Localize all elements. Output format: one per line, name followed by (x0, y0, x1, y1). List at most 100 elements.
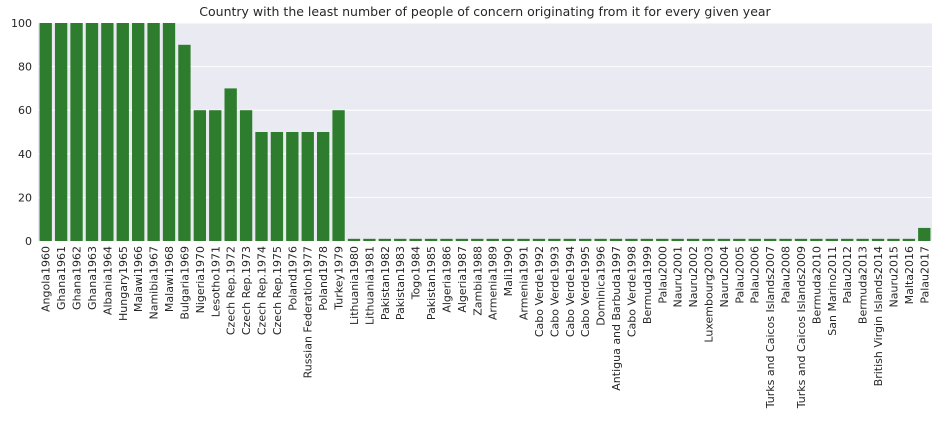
x-tick-label: Bermuda1999 (641, 246, 654, 324)
bar (794, 238, 808, 241)
bar (856, 238, 869, 241)
x-tick-label: Nauru2002 (687, 246, 700, 307)
x-tick-label: Pakistan1982 (379, 246, 392, 320)
bar (887, 238, 900, 241)
bar (640, 238, 654, 241)
bar (609, 238, 623, 241)
x-tick-label: Turkey1979 (333, 246, 346, 311)
x-tick-label: Ghana1961 (55, 246, 68, 310)
x-tick-label: Pakistan1985 (425, 246, 438, 320)
x-tick-label: Nauru2001 (672, 246, 685, 307)
y-axis-ticks: 0 20 40 60 80 100 (11, 17, 32, 248)
bar (239, 110, 253, 241)
x-tick-label: Namibia1967 (148, 246, 161, 320)
x-tick-label: Turks and Caicos Islands2009 (795, 246, 808, 409)
bar (579, 238, 592, 241)
x-tick-label: San Marino2011 (826, 246, 839, 336)
x-tick-label: Cabo Verde1992 (533, 246, 546, 337)
bar (563, 238, 576, 241)
x-tick-label: Poland1978 (317, 246, 330, 311)
bar (270, 132, 284, 241)
x-tick-label: Cabo Verde1995 (579, 246, 592, 337)
y-tick-label: 40 (18, 148, 32, 161)
y-tick-label: 20 (18, 191, 32, 204)
x-tick-label: Dominica1996 (595, 246, 608, 326)
x-tick-label: Ghana1963 (86, 246, 99, 310)
bar (85, 23, 99, 241)
x-tick-label: Malawi1966 (132, 246, 145, 312)
chart-title: Country with the least number of people … (199, 4, 771, 19)
bar (686, 238, 700, 241)
x-tick-label: Poland1976 (286, 246, 299, 311)
bar (748, 238, 761, 241)
bar (440, 238, 453, 241)
x-tick-label: Togo1984 (410, 246, 423, 300)
x-tick-label: British Virgin Islands2014 (872, 246, 885, 386)
bar (132, 23, 145, 241)
x-tick-label: Palau2008 (780, 246, 793, 304)
bar (517, 238, 530, 241)
bar (224, 88, 237, 242)
bar (825, 238, 838, 241)
bar (347, 238, 361, 241)
bar (394, 238, 407, 241)
bar (501, 238, 515, 241)
bar (101, 23, 114, 241)
x-tick-label: Luxembourg2003 (703, 246, 716, 343)
bar (424, 238, 438, 241)
x-tick-label: Bulgaria1969 (178, 246, 191, 320)
x-tick-label: Nauru2015 (887, 246, 900, 307)
x-tick-label: Hungary1965 (117, 246, 130, 321)
bar (810, 238, 823, 241)
x-tick-label: Bermuda2013 (857, 246, 870, 324)
bar (116, 23, 129, 241)
bar (471, 238, 484, 241)
bar (378, 238, 391, 241)
x-tick-label: Mali1990 (502, 246, 515, 296)
bar (733, 238, 746, 241)
x-tick-label: Lesotho1971 (209, 246, 222, 317)
x-tick-label: Zambia1988 (471, 246, 484, 316)
bar (286, 132, 299, 241)
x-tick-label: Malta2016 (903, 246, 916, 304)
x-tick-label: Algeria1987 (456, 246, 469, 313)
x-axis-ticks: Angola1960 Ghana1961 Ghana1962 Ghana1963 Alb… (40, 246, 932, 409)
x-tick-label: Palau2017 (918, 246, 931, 304)
x-tick-label: Angola1960 (40, 246, 53, 312)
x-tick-label: Czech Rep.1973 (240, 246, 253, 335)
x-tick-label: Czech Rep.1975 (271, 246, 284, 335)
bar (193, 110, 207, 241)
bar (625, 238, 638, 241)
bar (918, 227, 931, 241)
bar (332, 110, 345, 241)
bars (39, 23, 931, 242)
bar (902, 238, 916, 241)
bar (702, 238, 715, 241)
x-tick-label: Lithuania1980 (348, 246, 361, 325)
bar (779, 238, 792, 241)
x-tick-label: Cabo Verde1994 (564, 246, 577, 337)
bar (301, 132, 314, 241)
x-tick-label: Nauru2004 (718, 246, 731, 307)
bar (162, 23, 176, 241)
bar (455, 238, 469, 241)
bar (209, 110, 222, 241)
bar (178, 44, 191, 241)
y-tick-label: 80 (18, 61, 32, 74)
x-tick-label: Palau2005 (733, 246, 746, 304)
bar (255, 132, 268, 241)
x-tick-label: Palau2012 (841, 246, 854, 304)
x-tick-label: Czech Rep.1974 (256, 246, 269, 335)
bar (409, 238, 422, 241)
x-tick-label: Palau2000 (656, 246, 669, 304)
bar (54, 23, 68, 241)
bar (70, 23, 83, 241)
bar (316, 132, 330, 241)
x-tick-label: Lithuania1981 (363, 246, 376, 325)
x-tick-label: Pakistan1983 (394, 246, 407, 320)
bar (841, 238, 854, 241)
x-tick-label: Palau2006 (749, 246, 762, 304)
x-tick-label: Nigeria1970 (194, 246, 207, 313)
y-tick-label: 60 (18, 104, 32, 117)
